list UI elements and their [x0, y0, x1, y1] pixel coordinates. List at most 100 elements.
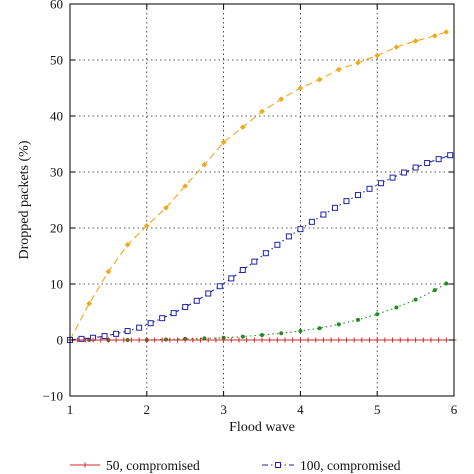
data-point [366, 185, 373, 192]
data-point [198, 337, 204, 343]
data-point [359, 337, 365, 343]
data-point [239, 267, 246, 273]
data-point [121, 337, 127, 343]
data-point [205, 290, 212, 297]
data-point [251, 258, 258, 265]
series-3 [67, 29, 450, 343]
data-point [136, 324, 143, 331]
data-point [147, 320, 154, 327]
data-point [375, 312, 380, 317]
data-point [412, 164, 419, 171]
data-point [221, 337, 227, 343]
data-point [308, 218, 315, 225]
data-point [259, 337, 265, 343]
data-point [175, 337, 181, 343]
legend-label: 50, compromised [106, 458, 200, 473]
data-point [124, 242, 131, 248]
data-point [389, 174, 396, 181]
data-point [356, 317, 360, 322]
data-point [413, 337, 419, 343]
data-point [113, 330, 120, 337]
legend-item-0: 50, compromised [70, 458, 200, 473]
data-point [435, 156, 442, 163]
y-tick-label: 50 [50, 53, 63, 68]
data-point [328, 337, 334, 343]
data-point [86, 300, 92, 307]
y-axis-label: Dropped packets (%) [17, 140, 32, 259]
data-point [262, 250, 269, 257]
data-point [228, 337, 234, 343]
data-point [167, 337, 173, 343]
data-point [136, 337, 142, 343]
data-point [313, 337, 319, 343]
data-point [159, 315, 166, 322]
data-point [317, 326, 322, 331]
data-point [164, 337, 168, 342]
data-point [424, 160, 431, 167]
y-tick-label: 30 [50, 165, 63, 180]
data-point [436, 337, 442, 343]
data-point [228, 275, 235, 282]
y-tick-label: 0 [57, 333, 64, 348]
series-layer [67, 29, 457, 343]
y-tick-label: 40 [50, 109, 63, 124]
data-point [316, 76, 323, 83]
data-point [213, 337, 219, 343]
data-point [336, 337, 342, 343]
data-point [163, 205, 169, 211]
data-point [393, 44, 400, 50]
data-point [298, 329, 303, 334]
data-point [159, 337, 165, 343]
data-point [443, 337, 449, 343]
data-point [432, 288, 437, 293]
data-point [297, 85, 304, 91]
data-point [278, 96, 284, 102]
data-point [401, 169, 408, 176]
y-tick-label: −10 [43, 389, 63, 404]
data-point [343, 198, 350, 205]
data-point [420, 337, 426, 343]
data-point [282, 337, 288, 343]
data-point [397, 337, 403, 343]
y-tick-label: 10 [50, 277, 63, 292]
data-point [124, 328, 131, 335]
data-point [202, 336, 207, 341]
data-point [428, 337, 434, 343]
data-point [251, 337, 257, 343]
data-point [240, 124, 246, 130]
data-point [351, 337, 357, 343]
data-point [75, 337, 81, 343]
y-tick-label: 20 [50, 221, 63, 236]
data-point [182, 183, 188, 189]
data-point [367, 337, 373, 343]
data-point [320, 337, 326, 343]
data-point [382, 337, 388, 343]
x-tick-label: 5 [374, 402, 381, 417]
data-point [432, 33, 438, 39]
axis-ticks: 1 2 3 4 5 6 −10 0 10 20 30 40 50 60 [43, 0, 458, 417]
legend: 50, compromised 100, compromised [70, 458, 401, 473]
data-point [236, 337, 242, 343]
data-point [405, 337, 411, 343]
data-point [443, 29, 450, 35]
x-tick-label: 2 [144, 402, 151, 417]
data-point [98, 337, 104, 343]
x-tick-label: 3 [220, 402, 227, 417]
series-0 [67, 337, 457, 343]
data-point [260, 332, 264, 337]
data-point [331, 204, 338, 211]
data-point [343, 337, 349, 343]
data-point [394, 305, 399, 310]
series-line [69, 154, 451, 341]
data-point [320, 211, 327, 218]
x-tick-label: 1 [67, 402, 74, 417]
data-point [105, 268, 112, 275]
data-point [90, 337, 96, 343]
plot-area-frame [69, 3, 455, 397]
data-point [151, 337, 157, 343]
data-point [336, 66, 342, 73]
series-line [69, 31, 447, 341]
y-tick-label: 60 [50, 0, 63, 12]
data-point [378, 180, 385, 187]
data-point [259, 108, 265, 115]
